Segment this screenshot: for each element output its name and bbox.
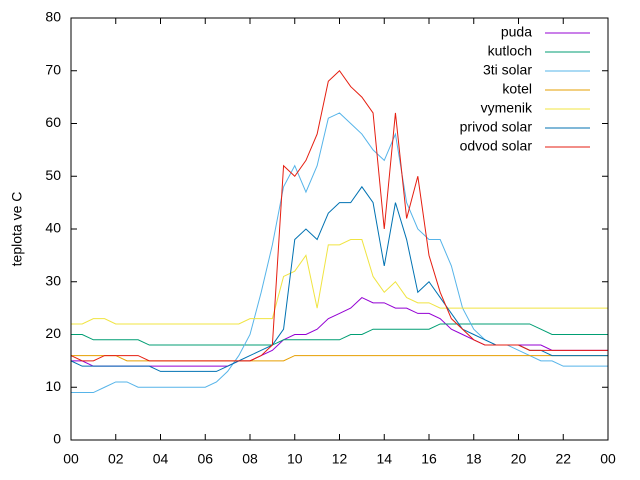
y-tick-label: 60 <box>45 114 61 130</box>
legend-label: privod solar <box>460 119 533 135</box>
y-tick-label: 80 <box>45 9 61 25</box>
x-tick-label: 12 <box>332 451 348 467</box>
y-tick-label: 0 <box>53 431 61 447</box>
x-tick-label: 04 <box>153 451 169 467</box>
series-line <box>71 355 608 362</box>
series-line <box>71 112 608 394</box>
y-tick-label: 40 <box>45 220 61 236</box>
x-tick-label: 00 <box>63 451 79 467</box>
x-tick-label: 18 <box>466 451 482 467</box>
x-tick-label: 00 <box>600 451 616 467</box>
plot-border <box>70 17 609 441</box>
x-tick-label: 08 <box>242 451 258 467</box>
legend-label: puda <box>501 24 532 40</box>
y-axis-label: teplota ve C <box>9 192 25 267</box>
x-tick-label: 20 <box>511 451 527 467</box>
y-tick-label: 10 <box>45 378 61 394</box>
legend-label: kutloch <box>488 43 532 59</box>
x-tick-label: 14 <box>376 451 392 467</box>
x-tick-label: 22 <box>555 451 571 467</box>
x-tick-label: 06 <box>197 451 213 467</box>
legend-label: odvod solar <box>460 138 533 154</box>
y-tick-label: 50 <box>45 167 61 183</box>
series-line <box>71 239 608 325</box>
y-tick-label: 70 <box>45 61 61 77</box>
series-line <box>70 185 608 372</box>
y-tick-label: 20 <box>45 325 61 341</box>
x-tick-label: 10 <box>287 451 303 467</box>
y-tick-label: 30 <box>45 272 61 288</box>
legend-label: vymenik <box>481 100 533 116</box>
series-line <box>71 323 608 346</box>
legend-label: 3ti solar <box>483 62 532 78</box>
legend-label: kotel <box>502 81 532 97</box>
x-tick-label: 02 <box>108 451 124 467</box>
series-line <box>70 69 608 362</box>
x-tick-label: 16 <box>421 451 437 467</box>
